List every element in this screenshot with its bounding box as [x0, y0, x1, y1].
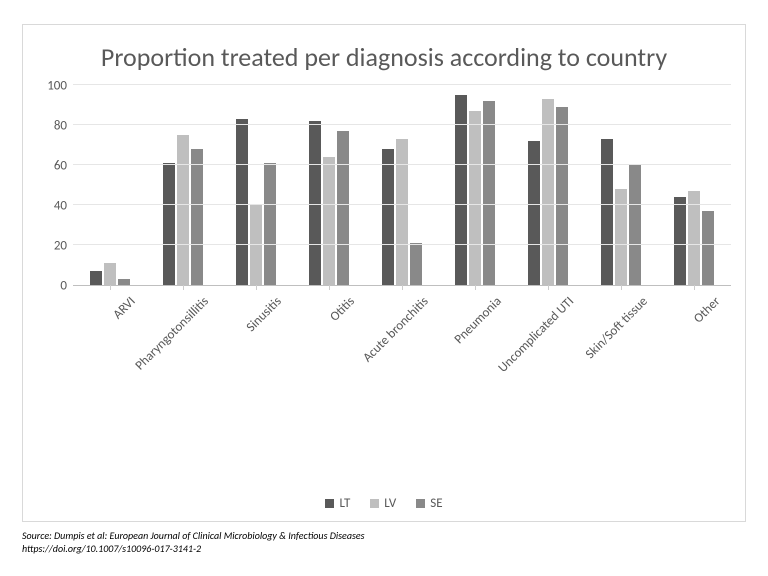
- x-label-cell: Skin/Soft tissue: [585, 286, 658, 406]
- legend-swatch: [325, 499, 334, 508]
- bar: [163, 163, 175, 285]
- bar: [629, 165, 641, 285]
- legend-label: LT: [339, 496, 350, 511]
- legend: LT LV SE: [37, 496, 731, 513]
- y-tick-label: 100: [47, 78, 67, 93]
- gridline: [73, 204, 731, 205]
- legend-swatch: [370, 499, 379, 508]
- source-citation: Source: Dumpis et al: European Journal o…: [22, 530, 746, 555]
- bar: [104, 263, 116, 285]
- bar: [483, 101, 495, 285]
- x-axis-label: Pneumonia: [451, 294, 504, 347]
- bar: [191, 149, 203, 285]
- y-tick-label: 40: [54, 198, 67, 213]
- source-line-1: Source: Dumpis et al: European Journal o…: [22, 530, 746, 543]
- x-tick: [329, 285, 330, 290]
- legend-item: LV: [370, 496, 396, 511]
- bar-group: [658, 191, 731, 285]
- chart-title: Proportion treated per diagnosis accordi…: [37, 41, 731, 74]
- plot-area: [73, 86, 731, 286]
- x-label-cell: ARVI: [73, 286, 146, 406]
- x-axis-spacer: [37, 286, 73, 406]
- legend-swatch: [416, 499, 425, 508]
- x-axis-label: Skin/Soft tissue: [582, 294, 650, 362]
- bar-group: [365, 139, 438, 285]
- legend-item: LT: [325, 496, 350, 511]
- x-label-cell: Pneumonia: [439, 286, 512, 406]
- gridline: [73, 244, 731, 245]
- legend-label: SE: [430, 496, 442, 511]
- y-tick-label: 80: [54, 118, 67, 133]
- legend-item: SE: [416, 496, 442, 511]
- legend-label: LV: [384, 496, 396, 511]
- bar: [236, 119, 248, 285]
- x-tick: [256, 285, 257, 290]
- x-label-cell: Other: [658, 286, 731, 406]
- bar: [337, 131, 349, 285]
- bar: [118, 279, 130, 285]
- bar: [323, 157, 335, 285]
- y-axis: 020406080100: [37, 86, 73, 286]
- gridline: [73, 124, 731, 125]
- x-axis-row: ARVI Pharyngotonsillitis Sinusitis OtitisAc…: [37, 286, 731, 406]
- x-axis: ARVI Pharyngotonsillitis Sinusitis OtitisAc…: [73, 286, 731, 406]
- bar-groups: [73, 86, 731, 285]
- bar-group: [219, 119, 292, 285]
- plot-row: 020406080100: [37, 86, 731, 286]
- x-label-cell: Uncomplicated UTI: [512, 286, 585, 406]
- gridline: [73, 84, 731, 85]
- source-line-2: https://doi.org/10.1007/s10096-017-3141-…: [22, 543, 746, 556]
- bar: [528, 141, 540, 285]
- bar-group: [292, 121, 365, 285]
- gridline: [73, 164, 731, 165]
- bar: [556, 107, 568, 285]
- bar: [674, 197, 686, 285]
- x-label-cell: Sinusitis: [219, 286, 292, 406]
- bar: [382, 149, 394, 285]
- page: Proportion treated per diagnosis accordi…: [0, 0, 768, 576]
- bar: [469, 111, 481, 285]
- x-label-cell: Acute bronchitis: [365, 286, 438, 406]
- bar: [396, 139, 408, 285]
- bar: [309, 121, 321, 285]
- x-label-cell: Pharyngotonsillitis: [146, 286, 219, 406]
- y-tick-label: 60: [54, 158, 67, 173]
- bar: [542, 99, 554, 285]
- x-label-cell: Otitis: [292, 286, 365, 406]
- x-tick: [548, 285, 549, 290]
- chart-frame: Proportion treated per diagnosis accordi…: [22, 24, 746, 522]
- x-tick: [694, 285, 695, 290]
- bar-group: [73, 263, 146, 285]
- bar: [410, 243, 422, 285]
- bar: [90, 271, 102, 285]
- bar-group: [146, 135, 219, 285]
- bar: [688, 191, 700, 285]
- x-axis-label: Acute bronchitis: [360, 294, 431, 365]
- x-axis-label: Otitis: [328, 294, 359, 325]
- x-axis-label: ARVI: [110, 294, 138, 322]
- x-tick: [475, 285, 476, 290]
- bar: [702, 211, 714, 285]
- bar-group: [585, 139, 658, 285]
- x-axis-label: Sinusitis: [244, 294, 285, 335]
- x-tick: [402, 285, 403, 290]
- bar: [601, 139, 613, 285]
- x-tick: [110, 285, 111, 290]
- bar: [250, 205, 262, 285]
- bar: [177, 135, 189, 285]
- bar-group: [512, 99, 585, 285]
- x-tick: [621, 285, 622, 290]
- x-tick: [183, 285, 184, 290]
- y-tick-label: 0: [60, 278, 67, 293]
- y-tick-label: 20: [54, 238, 67, 253]
- x-axis-label: Other: [691, 294, 723, 326]
- bar: [264, 163, 276, 285]
